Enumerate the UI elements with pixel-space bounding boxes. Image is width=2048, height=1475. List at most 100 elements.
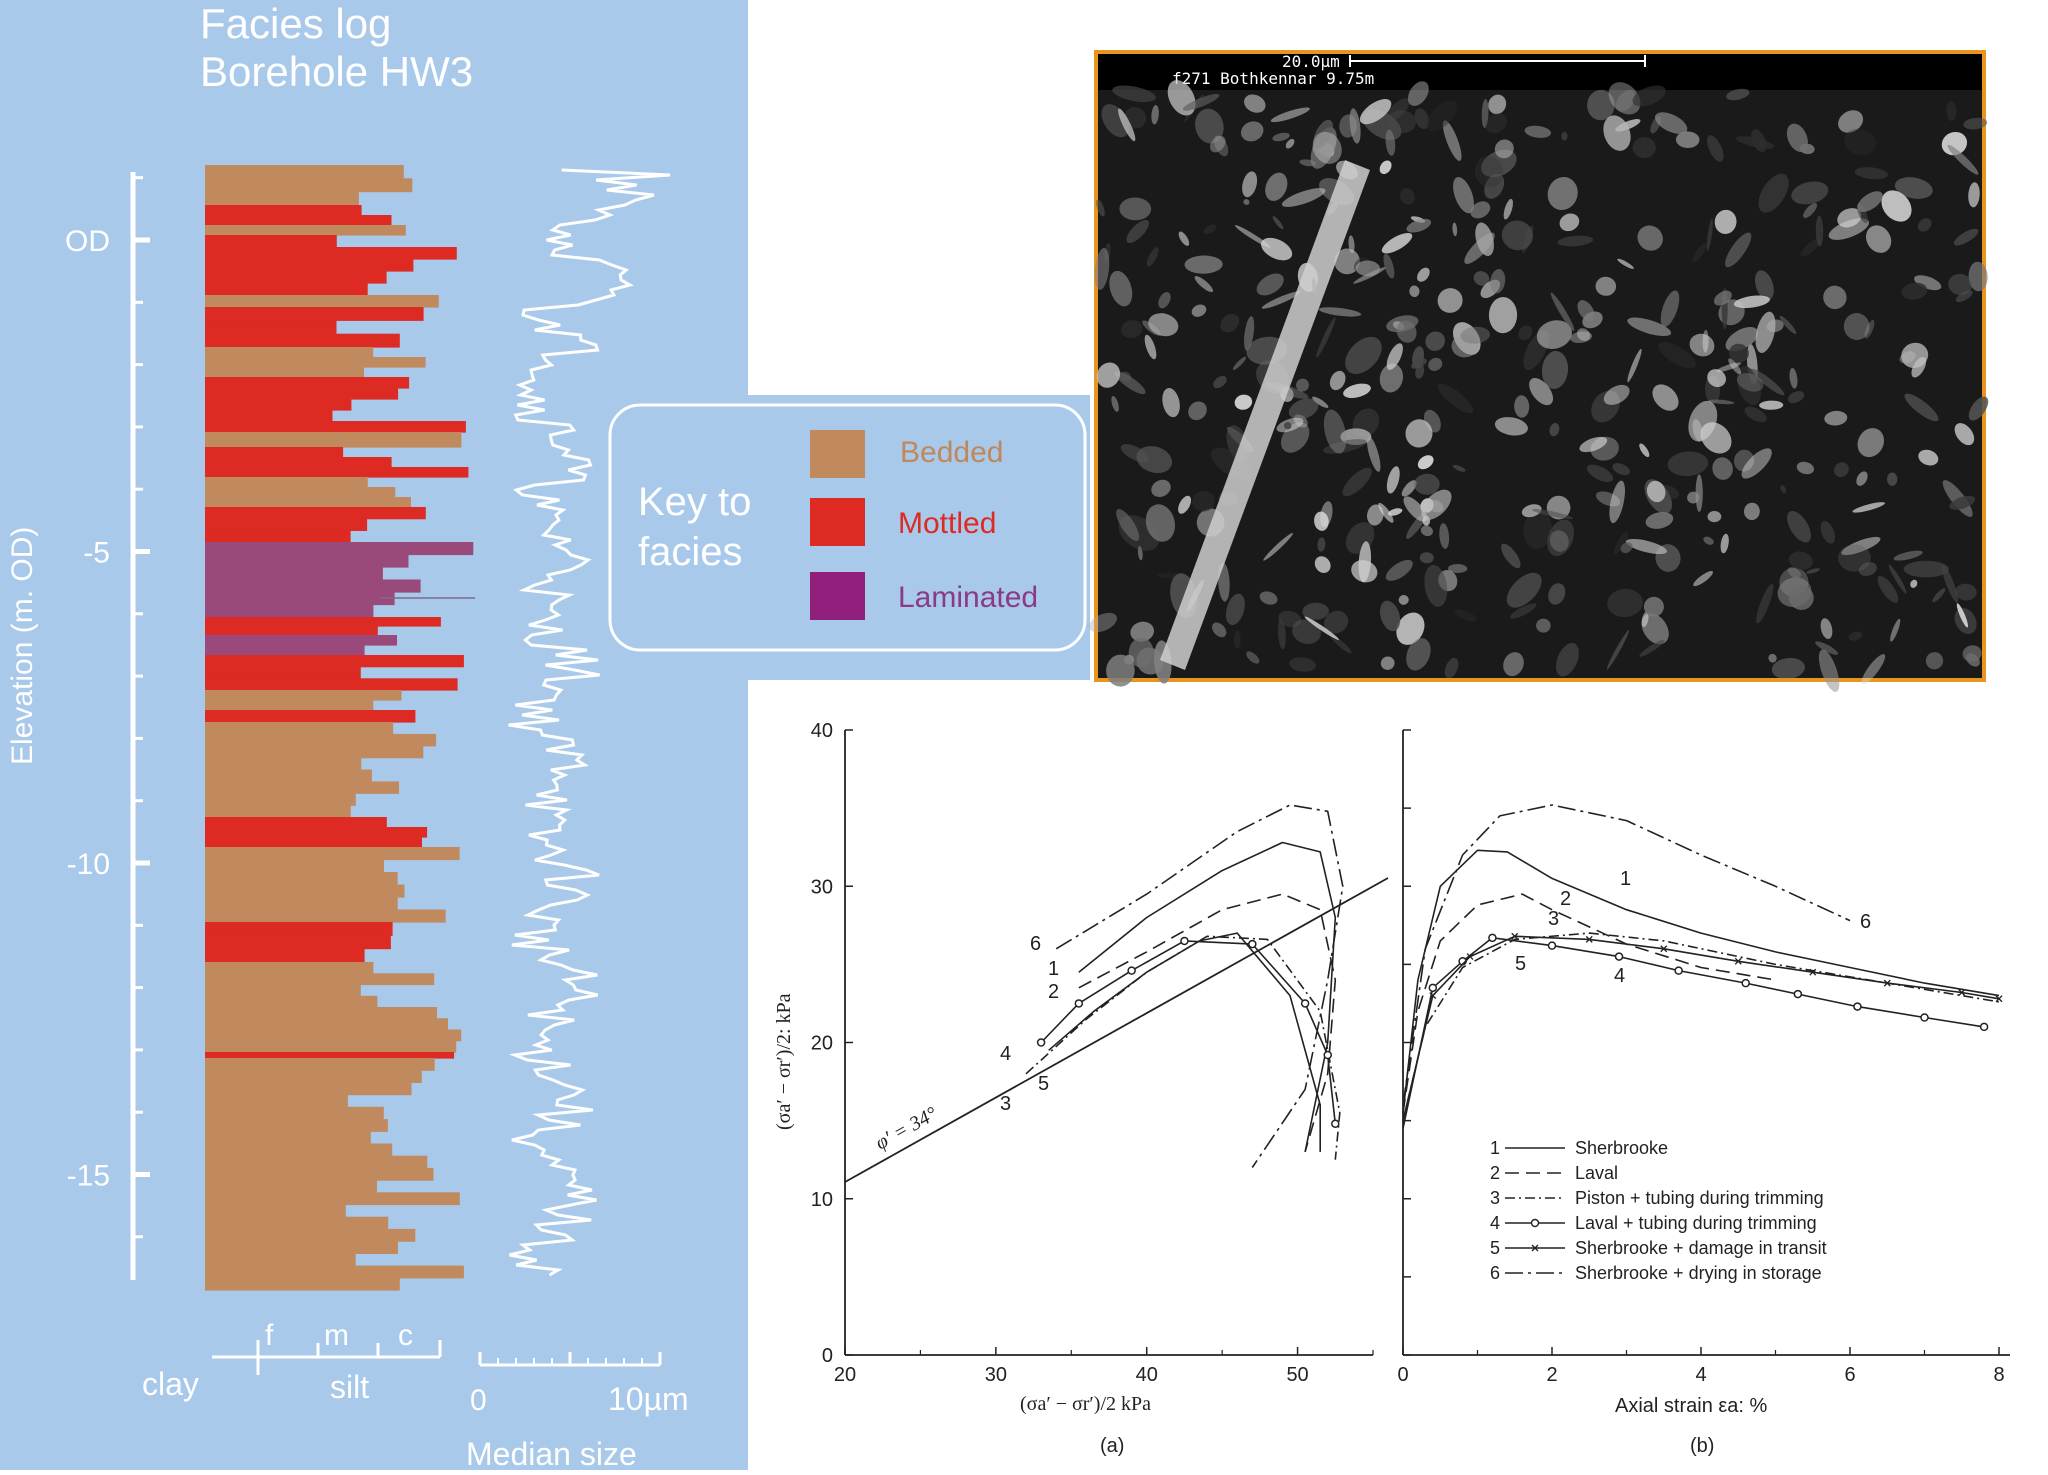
sem-particle (1751, 129, 1767, 153)
sem-particle (1439, 523, 1450, 549)
sem-rod-crystal (1160, 160, 1370, 670)
plot-b-cross-marker (1883, 979, 1891, 987)
sem-micrograph: 20.0µm f271 Bothkennar 9.75m (1088, 50, 1989, 692)
key-swatch-laminated (810, 572, 865, 620)
sem-particle (1955, 583, 1977, 601)
sem-particle (1474, 156, 1504, 188)
sem-particle (1378, 502, 1394, 523)
sem-particle (1541, 350, 1569, 389)
facies-bar-bedded (205, 1018, 448, 1031)
sem-particle (1444, 657, 1459, 679)
sem-particle (1844, 128, 1877, 156)
sem-particle (1428, 357, 1443, 371)
sem-particle (1314, 556, 1331, 573)
sem-particle (1914, 275, 1942, 291)
grain-label-clay: clay (142, 1366, 199, 1402)
plot-a-marker (1127, 966, 1136, 975)
sem-particle (1838, 110, 1864, 133)
sem-texture (1088, 80, 1989, 692)
sem-particle (1385, 129, 1396, 156)
facies-bar-bedded (205, 487, 396, 498)
plot-b-cross-marker (1958, 989, 1966, 996)
legend-label: Piston + tubing during trimming (1575, 1188, 1824, 1208)
sem-particle (1925, 652, 1944, 670)
plot-b-xlabel: Axial strain εa: % (1615, 1395, 1768, 1417)
facies-bar-laminated (205, 579, 421, 593)
sem-particle (1192, 490, 1215, 512)
sem-particle (1904, 393, 1939, 422)
sem-particle (1396, 320, 1417, 343)
sem-particle (1109, 270, 1133, 307)
sem-particle (1918, 449, 1939, 466)
sem-sample-text: f271 Bothkennar 9.75m (1172, 69, 1374, 88)
sem-particle (1151, 479, 1171, 498)
plot-a-curve-label: 3 (1000, 1093, 1011, 1115)
plot-b-cross-marker (1995, 995, 2003, 1003)
sem-particle (1675, 131, 1700, 149)
plot-b-curve (1402, 937, 1985, 1129)
sem-particle (1756, 583, 1774, 624)
sem-particle (1289, 657, 1316, 672)
facies-bar-bedded (205, 1106, 384, 1120)
sem-particle (1324, 610, 1349, 634)
sem-particle (1323, 409, 1347, 454)
facies-bar-mottled (205, 447, 344, 458)
facies-bar-bedded (205, 1155, 428, 1169)
facies-bar-bedded (205, 1143, 393, 1157)
legend-label: Laval + tubing during trimming (1575, 1213, 1817, 1233)
sem-particle (1203, 224, 1217, 235)
sem-particle (1865, 225, 1892, 253)
facies-bar-bedded (205, 733, 437, 747)
facies-bar-bedded (205, 897, 398, 911)
sem-particle (1608, 82, 1641, 115)
sem-particle (1953, 228, 1979, 246)
sem-particle (1820, 618, 1833, 640)
sem-particle (1381, 232, 1413, 254)
sem-particle (1178, 495, 1192, 514)
sem-particle (1843, 313, 1870, 340)
sem-particle (1195, 108, 1224, 144)
plot-b-curve-label: 6 (1860, 911, 1871, 933)
sem-particle (1234, 394, 1253, 410)
sem-particle (1857, 191, 1883, 212)
sem-particle (1716, 362, 1742, 372)
sem-particle (1403, 496, 1427, 522)
sem-particle (1116, 509, 1140, 541)
sem-particle (1523, 509, 1552, 550)
sem-particle (1261, 291, 1301, 309)
facies-bar-bedded (205, 984, 361, 997)
sem-particle (1614, 531, 1628, 555)
sem-particle (1213, 375, 1227, 389)
legend-label: Sherbrooke + damage in transit (1575, 1238, 1827, 1258)
sem-particle (1707, 510, 1722, 523)
sem-particle (1910, 579, 1918, 588)
sem-particle (1837, 208, 1862, 228)
sem-particle (1464, 232, 1495, 264)
sem-particle (1424, 564, 1448, 607)
sem-particle (1689, 333, 1715, 357)
facies-bar-bedded (205, 1204, 346, 1218)
facies-bar-mottled (205, 271, 387, 284)
plot-a-curve-label: 6 (1030, 933, 1041, 955)
sem-particle (1888, 564, 1907, 594)
sem-particle (1386, 466, 1400, 494)
sem-particle (1437, 288, 1463, 313)
sem-particle (1652, 384, 1679, 411)
facies-bar-bedded (205, 497, 411, 508)
plot-a-marker (1331, 1119, 1340, 1128)
plot-b-xtick-label: 0 (1397, 1364, 1408, 1386)
plot-b-marker (1614, 952, 1624, 961)
sem-particle (1145, 504, 1176, 542)
sem-particle (1609, 480, 1625, 524)
sem-particle (1968, 396, 1989, 421)
sem-particle (1387, 110, 1417, 134)
sem-particle (1285, 138, 1295, 149)
facies-bar-bedded (205, 165, 404, 179)
sem-particle (1454, 609, 1477, 622)
facies-bar-laminated (205, 554, 409, 568)
plot-b-xtick-label: 4 (1695, 1364, 1706, 1386)
facies-bar-bedded (205, 700, 374, 711)
sem-particle (1531, 508, 1574, 520)
facies-bar-bedded (205, 690, 402, 701)
